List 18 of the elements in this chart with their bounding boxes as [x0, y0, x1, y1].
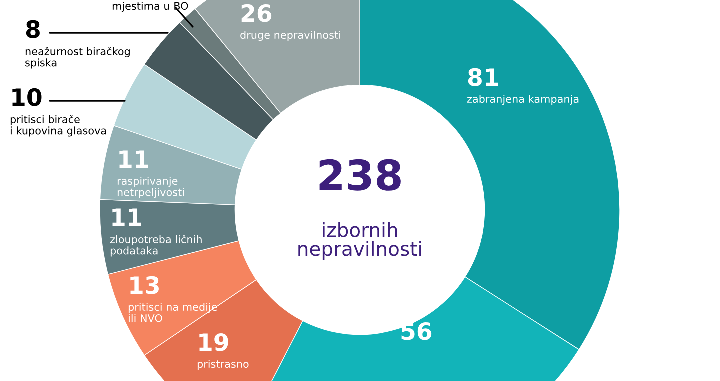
slice-label: pritisci birače i kupovina glasova	[10, 115, 106, 137]
slice-label: neažurnost biračkog spiska	[26, 47, 130, 69]
text: izbornih nepravilnosti	[298, 222, 422, 260]
slice-label: pristrasno	[198, 360, 249, 370]
data-label: 81	[468, 68, 498, 86]
data-label: 11	[120, 150, 148, 168]
data-label: 19	[200, 333, 228, 352]
text: 238	[320, 159, 401, 191]
slice-label: druge nepravilnosti	[240, 31, 340, 42]
data-label: 8	[26, 20, 40, 38]
slice-label: mjestima u BO	[112, 2, 188, 12]
slice-label: zabranjena kampanja	[467, 95, 579, 106]
data-label: 10	[12, 88, 42, 106]
data-label: 11	[112, 208, 142, 226]
slice-label: zloupotreba ličnih podataka	[110, 235, 202, 257]
data-label: 26	[242, 4, 272, 22]
data-label: 13	[130, 276, 159, 294]
slice-label: raspirivanje netrpeljivosti	[118, 177, 184, 198]
